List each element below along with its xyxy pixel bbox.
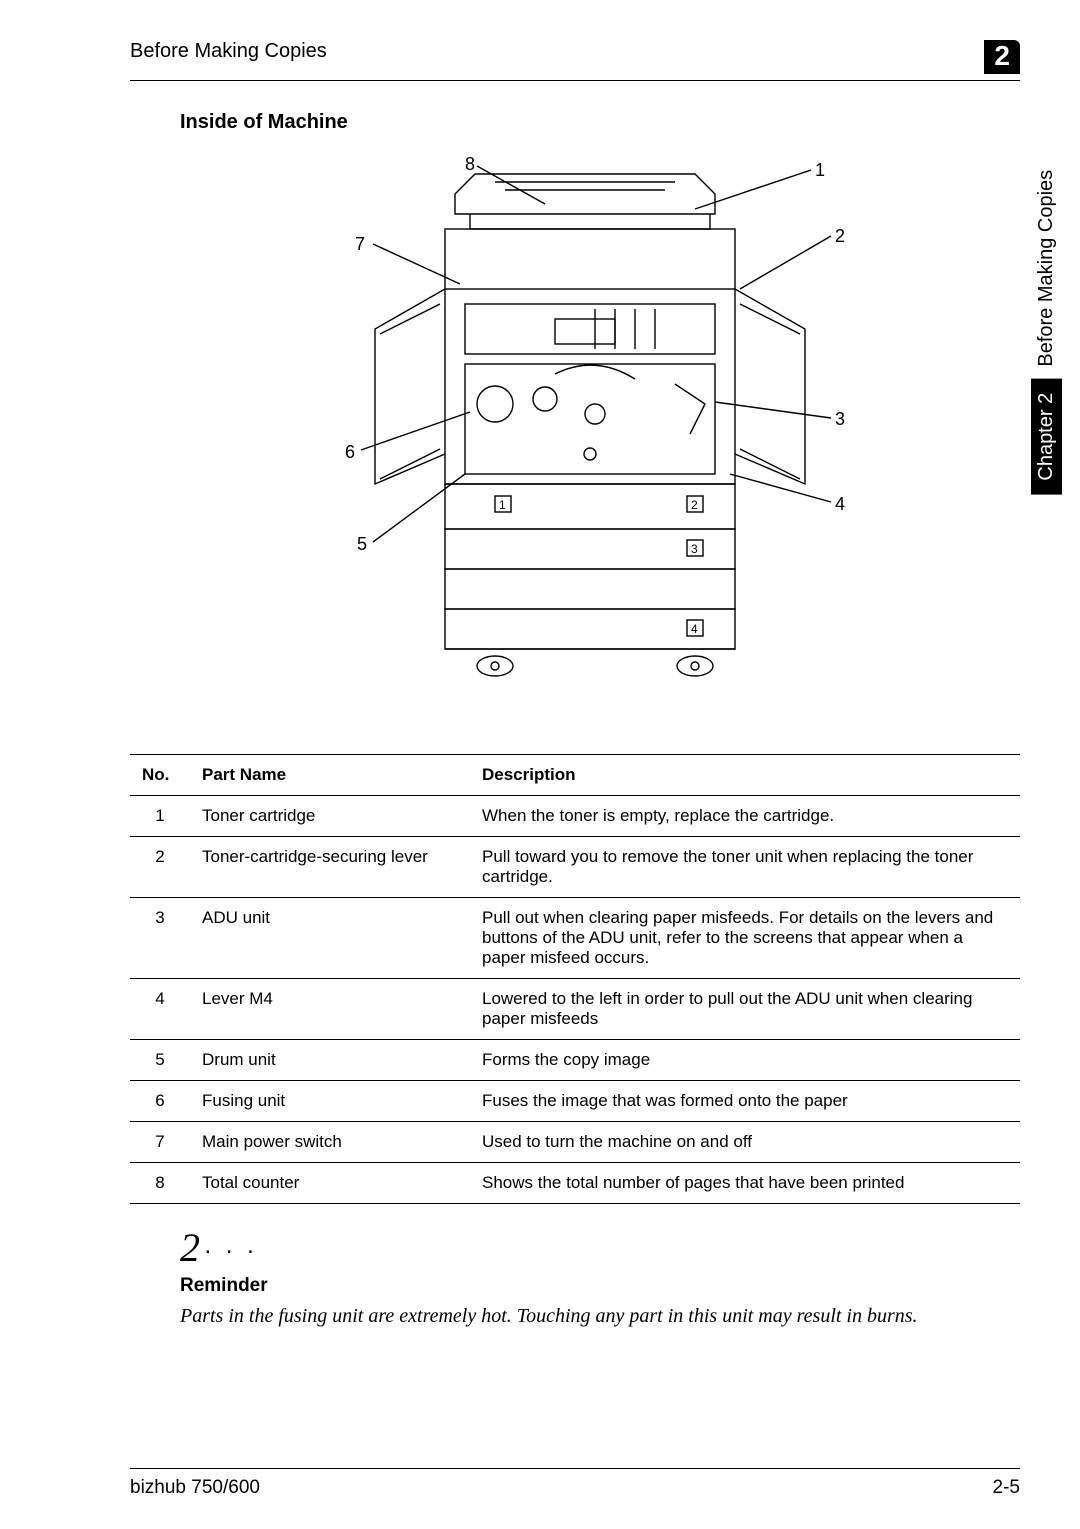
- table-row: 6Fusing unitFuses the image that was for…: [130, 1081, 1020, 1122]
- table-row: 3ADU unitPull out when clearing paper mi…: [130, 898, 1020, 979]
- callout-4: 4: [835, 494, 845, 515]
- reminder-icon-row: 2 . . .: [180, 1224, 1020, 1271]
- reminder-block: 2 . . . Reminder Parts in the fusing uni…: [180, 1224, 1020, 1330]
- svg-text:1: 1: [499, 498, 506, 512]
- footer-page: 2-5: [993, 1477, 1020, 1499]
- callout-1: 1: [815, 160, 825, 181]
- parts-table: No. Part Name Description 1Toner cartrid…: [130, 754, 1020, 1204]
- reminder-dots: . . .: [204, 1232, 257, 1259]
- col-no: No.: [130, 755, 190, 796]
- side-tab-text: Before Making Copies: [1035, 170, 1058, 367]
- table-row: 1Toner cartridgeWhen the toner is empty,…: [130, 796, 1020, 837]
- table-row: 2Toner-cartridge-securing leverPull towa…: [130, 837, 1020, 898]
- col-name: Part Name: [190, 755, 470, 796]
- reminder-number-icon: 2: [180, 1225, 200, 1270]
- callout-3: 3: [835, 409, 845, 430]
- table-body: 1Toner cartridgeWhen the toner is empty,…: [130, 796, 1020, 1204]
- table-header-row: No. Part Name Description: [130, 755, 1020, 796]
- svg-text:2: 2: [691, 498, 698, 512]
- table-row: 5Drum unitForms the copy image: [130, 1040, 1020, 1081]
- table-row: 4Lever M4Lowered to the left in order to…: [130, 979, 1020, 1040]
- machine-svg: 1 2 3 4: [295, 154, 855, 714]
- reminder-text: Parts in the fusing unit are extremely h…: [180, 1303, 1020, 1330]
- callout-7: 7: [355, 234, 365, 255]
- side-tab: Chapter 2 Before Making Copies: [1031, 170, 1062, 495]
- col-desc: Description: [470, 755, 1020, 796]
- footer-model: bizhub 750/600: [130, 1477, 260, 1499]
- header-title: Before Making Copies: [130, 40, 327, 63]
- svg-text:3: 3: [691, 542, 698, 556]
- machine-diagram: 1 2 3 4 8 1 7 2 6 3 5 4: [295, 154, 855, 714]
- table-row: 8Total counterShows the total number of …: [130, 1163, 1020, 1204]
- page-header: Before Making Copies 2: [130, 40, 1020, 81]
- chapter-badge: 2: [984, 40, 1020, 74]
- section-title: Inside of Machine: [180, 111, 1020, 134]
- callout-6: 6: [345, 442, 355, 463]
- side-chapter-label: Chapter 2: [1031, 379, 1062, 495]
- callout-5: 5: [357, 534, 367, 555]
- diagram-container: 1 2 3 4 8 1 7 2 6 3 5 4: [130, 154, 1020, 714]
- table-row: 7Main power switchUsed to turn the machi…: [130, 1122, 1020, 1163]
- callout-8: 8: [465, 154, 475, 175]
- svg-text:4: 4: [691, 622, 698, 636]
- callout-2: 2: [835, 226, 845, 247]
- page-footer: bizhub 750/600 2-5: [130, 1468, 1020, 1499]
- reminder-title: Reminder: [180, 1275, 1020, 1297]
